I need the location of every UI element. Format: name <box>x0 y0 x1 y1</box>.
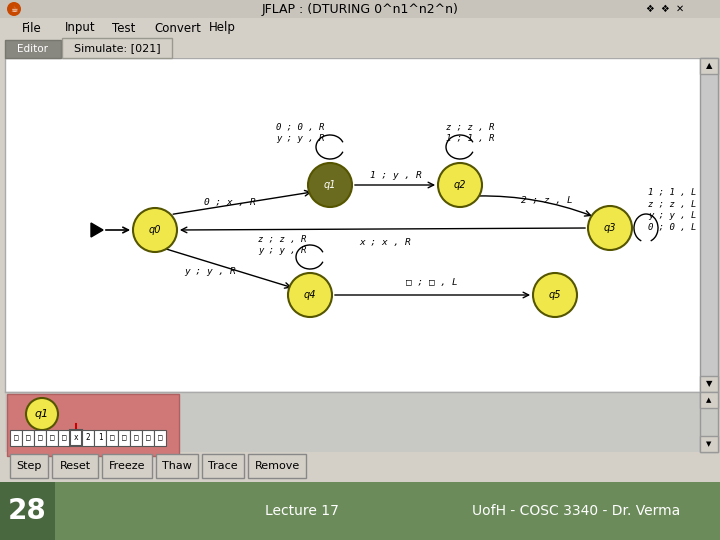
Bar <box>142 430 154 446</box>
Bar <box>700 392 718 452</box>
Bar <box>5 392 705 452</box>
Text: UofH - COSC 3340 - Dr. Verma: UofH - COSC 3340 - Dr. Verma <box>472 504 680 518</box>
Circle shape <box>588 206 632 250</box>
Text: Step: Step <box>17 461 42 471</box>
Text: ☕: ☕ <box>10 4 18 14</box>
Text: q3: q3 <box>604 223 616 233</box>
Text: File: File <box>22 22 41 35</box>
Bar <box>0 18 720 38</box>
Circle shape <box>438 163 482 207</box>
Bar <box>52 454 98 478</box>
Text: 28: 28 <box>8 497 47 525</box>
Text: Convert: Convert <box>155 22 202 35</box>
Bar <box>154 430 166 446</box>
Bar <box>700 376 718 392</box>
Circle shape <box>533 273 577 317</box>
Text: Help: Help <box>209 22 235 35</box>
Bar <box>156 454 198 478</box>
Text: 1 ; 1 , L
z ; z , L
y ; y , L
0 ; 0 , L: 1 ; 1 , L z ; z , L y ; y , L 0 ; 0 , L <box>648 188 696 232</box>
Text: Thaw: Thaw <box>162 461 192 471</box>
Text: q1: q1 <box>35 409 49 419</box>
Bar <box>70 430 82 446</box>
Text: □: □ <box>145 434 150 442</box>
Bar <box>248 454 306 478</box>
Bar <box>7 394 179 456</box>
Bar <box>0 482 55 540</box>
Bar <box>10 430 22 446</box>
Bar <box>10 454 48 478</box>
Bar <box>102 454 152 478</box>
Text: □: □ <box>14 434 18 442</box>
Text: Input: Input <box>65 22 96 35</box>
Text: □: □ <box>50 434 54 442</box>
Text: □: □ <box>158 434 162 442</box>
Bar <box>22 430 34 446</box>
Circle shape <box>26 398 58 430</box>
Circle shape <box>308 163 352 207</box>
Polygon shape <box>91 223 103 237</box>
Text: z ; z , R
1 ; 1 , R: z ; z , R 1 ; 1 , R <box>446 123 494 144</box>
Text: ▼: ▼ <box>706 380 712 388</box>
Bar <box>62 38 172 58</box>
Text: □: □ <box>122 434 126 442</box>
Text: q1: q1 <box>324 180 336 190</box>
Text: ▲: ▲ <box>706 397 711 403</box>
Bar <box>700 392 718 408</box>
Text: 2 ; z , L: 2 ; z , L <box>521 195 573 205</box>
Text: Simulate: [021]: Simulate: [021] <box>73 43 161 53</box>
Bar <box>46 430 58 446</box>
Bar <box>118 430 130 446</box>
Text: q0: q0 <box>149 225 161 235</box>
Bar <box>130 430 142 446</box>
Text: q4: q4 <box>304 290 316 300</box>
Bar <box>700 436 718 452</box>
Text: Freeze: Freeze <box>109 461 145 471</box>
Text: y ; y , R: y ; y , R <box>184 267 236 276</box>
Text: q5: q5 <box>549 290 562 300</box>
Bar <box>0 482 720 540</box>
Text: ▼: ▼ <box>706 441 711 447</box>
Text: □: □ <box>109 434 114 442</box>
Text: ▲: ▲ <box>706 62 712 71</box>
Bar <box>700 58 718 74</box>
Bar <box>700 58 718 392</box>
Text: Lecture 17: Lecture 17 <box>266 504 339 518</box>
Bar <box>58 430 70 446</box>
Circle shape <box>7 2 21 16</box>
Text: Editor: Editor <box>17 44 48 54</box>
Text: Trace: Trace <box>208 461 238 471</box>
Bar <box>34 430 46 446</box>
Text: 0 ; x , R: 0 ; x , R <box>204 198 256 206</box>
Bar <box>0 38 720 58</box>
Text: □: □ <box>37 434 42 442</box>
Bar <box>82 430 94 446</box>
Bar <box>0 0 720 18</box>
Bar <box>202 454 244 478</box>
Bar <box>5 58 705 392</box>
Text: JFLAP : (DTURING 0^n1^n2^n): JFLAP : (DTURING 0^n1^n2^n) <box>261 3 459 16</box>
Text: Reset: Reset <box>60 461 91 471</box>
Text: 1: 1 <box>98 434 102 442</box>
Text: 1 ; y , R: 1 ; y , R <box>370 171 422 179</box>
Bar <box>5 40 61 58</box>
Text: □ ; □ , L: □ ; □ , L <box>406 279 458 287</box>
Circle shape <box>133 208 177 252</box>
Text: 0 ; 0 , R
y ; y , R: 0 ; 0 , R y ; y , R <box>276 123 324 144</box>
Text: x: x <box>73 434 78 442</box>
Bar <box>94 430 106 446</box>
Text: 2: 2 <box>86 434 90 442</box>
Text: ❖  ❖  ✕: ❖ ❖ ✕ <box>646 4 684 14</box>
Text: □: □ <box>62 434 66 442</box>
Text: z ; z , R
y ; y , R: z ; z , R y ; y , R <box>258 234 306 255</box>
Text: Remove: Remove <box>254 461 300 471</box>
Text: □: □ <box>134 434 138 442</box>
Text: x ; x , R: x ; x , R <box>359 238 411 246</box>
Text: q2: q2 <box>454 180 467 190</box>
Bar <box>106 430 118 446</box>
Text: □: □ <box>26 434 30 442</box>
Text: Test: Test <box>112 22 135 35</box>
Circle shape <box>288 273 332 317</box>
